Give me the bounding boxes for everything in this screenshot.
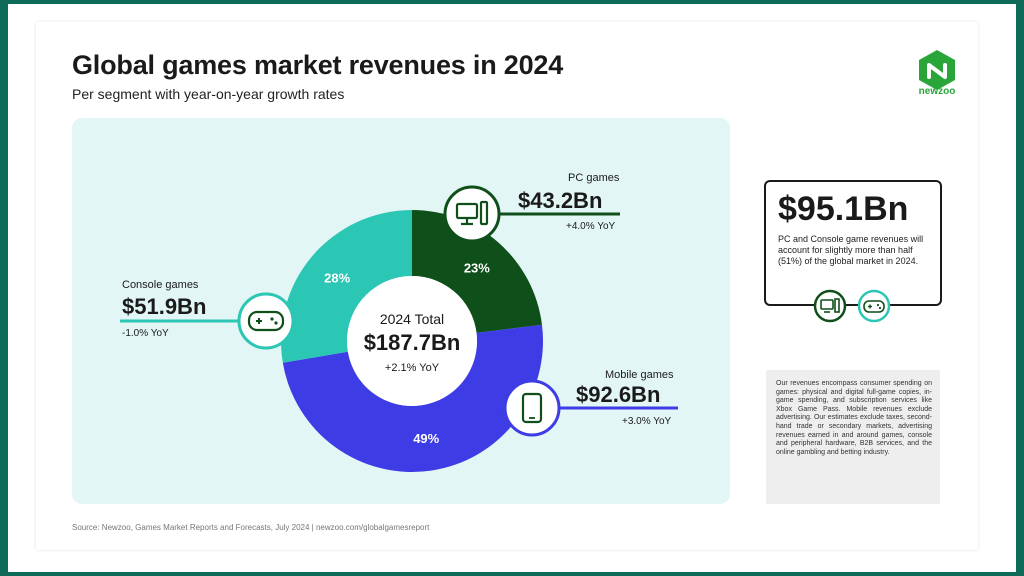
page-title: Global games market revenues in 2024: [72, 50, 564, 80]
center-total-label: 2024 Total: [380, 311, 444, 327]
console-segment-name: Console games: [122, 279, 199, 291]
callout-value: $95.1Bn: [778, 190, 909, 228]
pc-segment-yoy: +4.0% YoY: [566, 221, 616, 232]
donut-chart: 23% 49% 28% 2024 Total $187.7Bn +2.1% YoY: [120, 185, 678, 472]
smartphone-icon: [503, 379, 561, 437]
pc-segment-yoy-block: +4.0% YoY: [566, 221, 615, 232]
mobile-segment-label: Mobile games: [605, 369, 673, 381]
console-segment-value: $51.9Bn: [122, 294, 207, 319]
page-subtitle: Per segment with year-on-year growth rat…: [72, 86, 345, 102]
pc-console-callout: $95.1Bn PC and Console game revenues wil…: [764, 180, 942, 306]
mobile-segment-yoy: +3.0% YoY: [622, 416, 672, 427]
pc-segment-label: PC games: [568, 172, 619, 184]
methodology-note: Our revenues encompass consumer spending…: [766, 370, 940, 504]
logo-wordmark: newzoo: [918, 86, 956, 97]
console-segment-value-block: $51.9Bn: [122, 294, 206, 320]
callout-icons: [813, 289, 891, 323]
mobile-segment-name: Mobile games: [605, 369, 674, 381]
pc-segment-value-block: $43.2Bn: [518, 188, 602, 214]
pc-icon: [443, 185, 501, 243]
pc-icon: [813, 289, 847, 323]
slice-mobile: [282, 324, 543, 472]
mobile-segment-value: $92.6Bn: [576, 382, 661, 407]
source-footnote: Source: Newzoo, Games Market Reports and…: [72, 523, 430, 532]
gamepad-icon: [237, 292, 295, 350]
callout-text: PC and Console game revenues will accoun…: [778, 234, 924, 266]
console-segment-label: Console games: [122, 279, 198, 291]
pc-segment-name: PC games: [568, 172, 620, 184]
center-total-value: $187.7Bn: [364, 330, 461, 355]
pc-segment-value: $43.2Bn: [518, 188, 603, 213]
methodology-note-text: Our revenues encompass consumer spending…: [776, 380, 932, 456]
slice-console: [281, 210, 412, 363]
slice-pc: [412, 210, 542, 333]
mobile-segment-yoy-block: +3.0% YoY: [622, 416, 671, 427]
slice-console-percent-label: 28%: [324, 271, 350, 286]
console-segment-yoy-block: -1.0% YoY: [122, 328, 169, 339]
newzoo-logo-icon: [919, 50, 955, 90]
console-segment-yoy: -1.0% YoY: [122, 328, 169, 339]
gamepad-icon: [857, 289, 891, 323]
donut-hole: [347, 276, 477, 406]
slice-mobile-percent-label: 49%: [413, 431, 439, 446]
slice-pc-percent-label: 23%: [464, 261, 490, 276]
mobile-segment-value-block: $92.6Bn: [576, 382, 660, 408]
center-total-yoy: +2.1% YoY: [385, 362, 440, 374]
